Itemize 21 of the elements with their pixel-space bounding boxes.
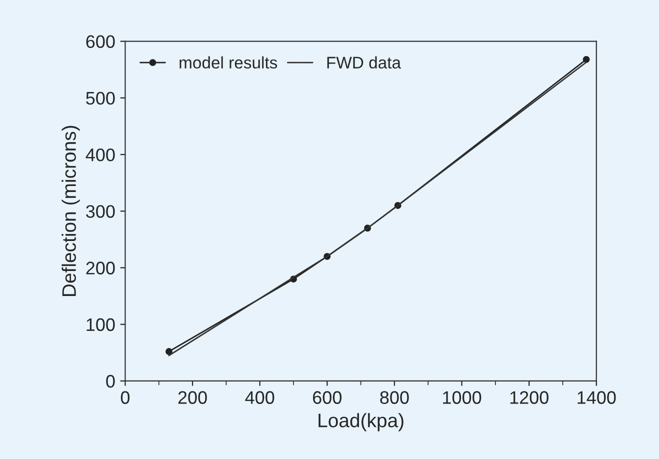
x-tick-label: 400 bbox=[245, 391, 274, 404]
x-axis-title: Load(kpa) bbox=[318, 413, 404, 432]
y-tick-label: 500 bbox=[86, 92, 115, 105]
y-axis-title: Deflection (microns) bbox=[62, 126, 80, 296]
x-tick-label: 1400 bbox=[578, 391, 616, 404]
x-tick-label: 200 bbox=[178, 391, 207, 404]
y-tick-label: 400 bbox=[86, 148, 115, 162]
point bbox=[165, 348, 172, 356]
y-tick-label: 0 bbox=[106, 374, 115, 388]
y-tick-label: 200 bbox=[86, 262, 115, 274]
x-tick-label: 1200 bbox=[510, 391, 548, 404]
x-tick-label: 0 bbox=[120, 391, 130, 404]
x-tick-label: 800 bbox=[380, 391, 409, 404]
x-tick-label: 600 bbox=[313, 391, 342, 404]
y-tick-label: 100 bbox=[86, 318, 115, 332]
x-tick-label: 1000 bbox=[443, 391, 482, 404]
y-tick-label: 600 bbox=[86, 35, 115, 48]
point bbox=[582, 56, 590, 63]
legend-label: model results bbox=[180, 56, 278, 69]
y-tick-label: 300 bbox=[86, 205, 115, 218]
legend-label: FWD data bbox=[327, 56, 401, 69]
